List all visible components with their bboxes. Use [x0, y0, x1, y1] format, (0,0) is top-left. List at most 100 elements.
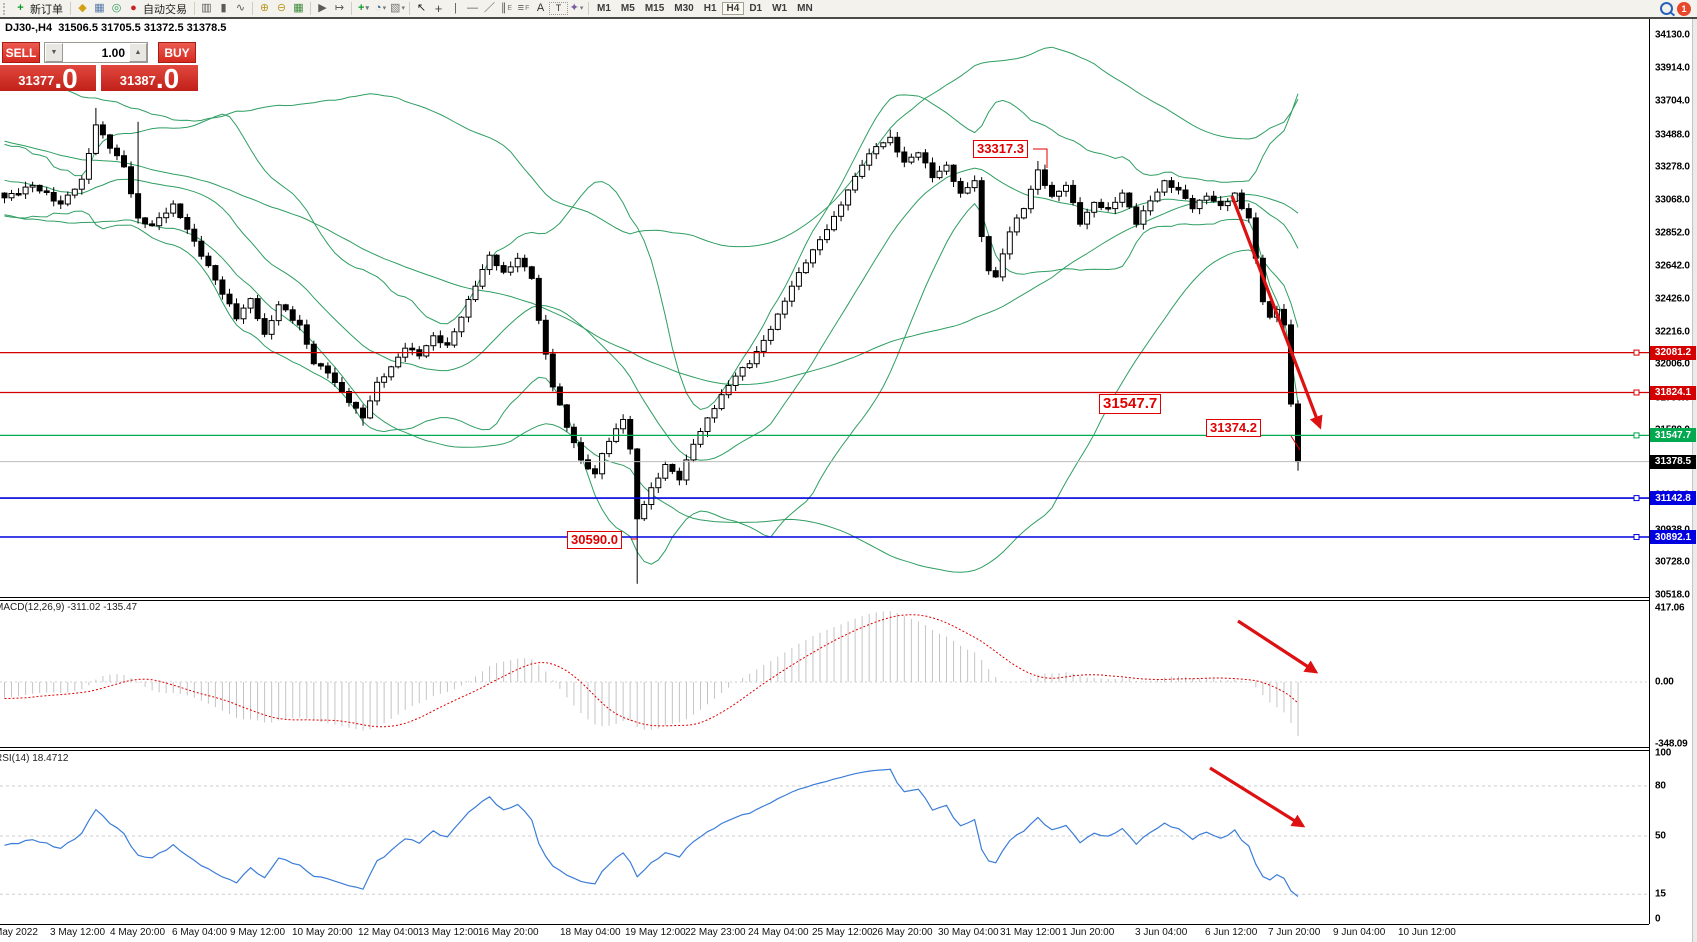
price-tick-label: 32006.0 — [1655, 358, 1690, 370]
horizontal-line-icon[interactable]: — — [467, 2, 478, 14]
price-line-badge: 30892.1 — [1650, 530, 1696, 544]
macd-label: MACD(12,26,9) -311.02 -135.47 — [0, 602, 138, 613]
text-icon[interactable]: A — [536, 2, 545, 14]
label-icon[interactable]: T — [549, 2, 568, 15]
timeframe-m15[interactable]: M15 — [644, 3, 665, 14]
volume-stepper: ▼ ▲ — [44, 42, 148, 63]
buy-price-fraction: .0 — [155, 65, 180, 91]
channel-icon[interactable]: ∥ E — [500, 2, 513, 14]
time-axis-label: 22 May 23:00 — [685, 927, 746, 938]
price-line-badge: 31824.1 — [1650, 385, 1696, 400]
timeframe-m5[interactable]: M5 — [620, 3, 635, 14]
timeframe-m1[interactable]: M1 — [597, 3, 611, 14]
timeframe-h1[interactable]: H1 — [703, 3, 717, 14]
price-tick-label: 30518.0 — [1655, 589, 1690, 601]
crosshair-icon[interactable]: + — [434, 1, 443, 16]
window-top-border — [0, 17, 1697, 19]
trend-arrows — [631, 148, 1323, 828]
current-price-badge: 31378.5 — [1650, 454, 1696, 469]
bar-chart-icon[interactable]: ▥ — [201, 2, 212, 14]
sell-price-main: 31377 — [18, 73, 55, 88]
time-axis-label: 1 Jun 20:00 — [1062, 927, 1115, 938]
time-axis-label: 24 May 04:00 — [748, 927, 809, 938]
price-line-badge: 31142.8 — [1650, 491, 1696, 506]
trend-arrow-price[interactable] — [1230, 195, 1323, 430]
volume-input[interactable] — [63, 43, 129, 62]
time-axis-label: 16 May 20:00 — [478, 927, 539, 938]
time-axis-label: 6 May 04:00 — [172, 927, 228, 938]
timeframe-w1[interactable]: W1 — [772, 3, 788, 14]
time-axis-label: 6 Jun 12:00 — [1205, 927, 1258, 938]
main-toolbar: + 新订单 ◆ ▦ ◎ ● 自动交易 ▥ ▮ ∿ ⊕ ⊖ ▦ ▶ ↦ + ▾ ◔ ▾… — [0, 0, 1697, 17]
macd-tick-label: -348.09 — [1655, 738, 1688, 750]
chart-ohlc-readout: DJ30-,H4 31506.5 31705.5 31372.5 31378.5 — [5, 22, 227, 34]
hline-handle[interactable] — [1633, 534, 1640, 540]
one-click-trading-panel: SELL ▼ ▲ BUY 31377.0 31387.0 — [0, 40, 198, 91]
timeframe-m30[interactable]: M30 — [674, 3, 694, 14]
sell-button[interactable]: SELL — [2, 42, 40, 63]
price-annotation[interactable]: 31374.2 — [1206, 419, 1261, 437]
hline-handle[interactable] — [1633, 432, 1640, 439]
notification-icon[interactable]: 1 — [1677, 1, 1691, 16]
price-tick-label: 33278.0 — [1655, 161, 1690, 173]
indicators-icon[interactable]: + ▾ — [358, 2, 369, 14]
buy-button[interactable]: BUY — [158, 42, 196, 63]
timeframe-d1[interactable]: D1 — [749, 3, 763, 14]
trend-arrow-rsi[interactable] — [1209, 766, 1306, 828]
volume-increase-button[interactable]: ▲ — [129, 43, 147, 62]
hline-handle[interactable] — [1633, 495, 1640, 502]
price-annotation[interactable]: 31547.7 — [1099, 394, 1162, 414]
templates-icon[interactable]: ▧ ▾ — [390, 2, 405, 14]
cursor-icon[interactable]: ↖ — [416, 2, 427, 14]
auto-scroll-icon[interactable]: ▶ — [318, 2, 327, 14]
periods-icon[interactable]: ◔ ▾ — [374, 2, 387, 14]
data-window-icon[interactable]: ▦ — [94, 2, 105, 14]
trend-arrow-macd[interactable] — [1237, 619, 1319, 674]
rsi-tick-label: 80 — [1655, 780, 1666, 792]
market-watch-icon[interactable]: ◆ — [78, 2, 87, 14]
macd-tick-label: 417.06 — [1655, 602, 1685, 614]
rsi-tick-label: 0 — [1655, 913, 1661, 925]
new-order-icon[interactable]: + — [17, 2, 24, 14]
trendline-icon[interactable]: ／ — [484, 2, 495, 14]
autotrading-icon[interactable]: ● — [130, 2, 137, 14]
timeframe-h4[interactable]: H4 — [721, 2, 745, 15]
buy-price-display[interactable]: 31387.0 — [101, 65, 198, 91]
rsi-tick-label: 100 — [1655, 747, 1672, 759]
sell-price-display[interactable]: 31377.0 — [0, 65, 96, 91]
horizontal-line-objects — [0, 349, 1649, 540]
price-tick-label: 30938.0 — [1655, 524, 1690, 535]
time-axis-label: 3 Jun 04:00 — [1135, 927, 1188, 938]
rsi-tick-label: 15 — [1655, 888, 1666, 900]
time-axis-label: 10 May 20:00 — [292, 927, 353, 938]
autotrading-button[interactable]: 自动交易 — [143, 3, 187, 16]
window-right-edge — [1692, 17, 1697, 942]
price-annotation[interactable]: 30590.0 — [567, 531, 622, 549]
arrows-icon[interactable]: ✦ ▾ — [569, 2, 584, 14]
price-annotation[interactable]: 33317.3 — [973, 140, 1028, 158]
line-chart-icon[interactable]: ∿ — [235, 2, 246, 14]
hline-handle[interactable] — [1633, 389, 1640, 396]
new-order-button[interactable]: 新订单 — [30, 3, 63, 16]
search-icon[interactable] — [1660, 2, 1673, 15]
tile-windows-icon[interactable]: ▦ — [293, 2, 304, 14]
volume-decrease-button[interactable]: ▼ — [45, 43, 63, 62]
time-axis-label: 7 Jun 20:00 — [1268, 927, 1321, 938]
candlestick-chart-icon[interactable]: ▮ — [220, 2, 227, 14]
time-axis-label: 4 May 20:00 — [110, 927, 166, 938]
hline-handle[interactable] — [1633, 349, 1640, 356]
zoom-out-icon[interactable]: ⊖ — [276, 2, 287, 14]
vertical-line-icon[interactable]: | — [454, 2, 457, 14]
time-axis-label: 18 May 04:00 — [560, 927, 621, 938]
chart-shift-icon[interactable]: ↦ — [334, 2, 345, 14]
timeframe-mn[interactable]: MN — [797, 3, 813, 14]
zoom-in-icon[interactable]: ⊕ — [259, 2, 270, 14]
fibonacci-icon[interactable]: ≡ F — [517, 2, 530, 14]
toolbar-separator — [252, 2, 253, 15]
navigator-icon[interactable]: ◎ — [111, 2, 122, 14]
time-axis-label: 25 May 12:00 — [812, 927, 873, 938]
time-axis-label: 9 May 12:00 — [230, 927, 286, 938]
price-tick-label: 32642.0 — [1655, 260, 1690, 272]
toolbar-grip[interactable] — [3, 2, 9, 15]
